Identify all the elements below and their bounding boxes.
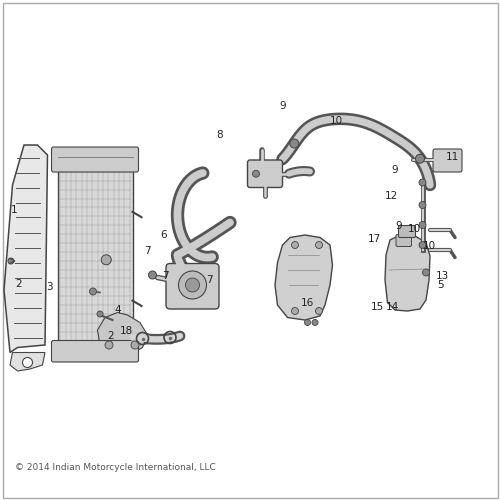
Text: 9: 9: [279, 101, 286, 111]
Text: 9: 9: [392, 165, 398, 175]
Text: 17: 17: [368, 234, 380, 244]
Text: 15: 15: [371, 302, 384, 312]
Circle shape: [422, 269, 430, 276]
Polygon shape: [275, 235, 332, 320]
Text: 10: 10: [330, 116, 342, 126]
FancyBboxPatch shape: [58, 168, 132, 345]
Circle shape: [312, 320, 318, 326]
Text: © 2014 Indian Motorcycle International, LLC: © 2014 Indian Motorcycle International, …: [15, 464, 216, 472]
Circle shape: [292, 242, 298, 248]
Text: 18: 18: [120, 326, 132, 336]
Text: 7: 7: [144, 246, 151, 256]
Text: 8: 8: [216, 130, 224, 140]
FancyBboxPatch shape: [52, 147, 139, 172]
Circle shape: [97, 311, 103, 317]
Circle shape: [316, 308, 322, 314]
Circle shape: [105, 341, 113, 349]
Circle shape: [419, 242, 426, 248]
Circle shape: [8, 258, 14, 264]
Text: 10: 10: [422, 241, 436, 251]
FancyBboxPatch shape: [248, 160, 282, 188]
Polygon shape: [4, 145, 48, 352]
Circle shape: [419, 202, 426, 208]
Circle shape: [252, 170, 260, 177]
Text: 6: 6: [160, 230, 167, 240]
FancyBboxPatch shape: [166, 264, 219, 309]
Text: 13: 13: [436, 271, 449, 281]
Text: 9: 9: [396, 221, 402, 231]
FancyBboxPatch shape: [52, 340, 139, 362]
Circle shape: [419, 222, 426, 228]
Circle shape: [304, 320, 310, 326]
Circle shape: [102, 255, 112, 265]
Text: 14: 14: [386, 302, 399, 312]
Text: 2: 2: [16, 279, 22, 289]
Polygon shape: [10, 352, 45, 371]
FancyBboxPatch shape: [433, 149, 462, 172]
Circle shape: [148, 271, 156, 279]
Circle shape: [419, 179, 426, 186]
Circle shape: [316, 242, 322, 248]
Text: 11: 11: [446, 152, 459, 162]
Circle shape: [22, 358, 32, 368]
Text: 1: 1: [10, 205, 18, 215]
Circle shape: [186, 278, 200, 292]
Text: 16: 16: [301, 298, 314, 308]
Text: 4: 4: [114, 305, 121, 315]
Text: 7: 7: [206, 275, 212, 285]
Text: 12: 12: [384, 191, 398, 201]
FancyBboxPatch shape: [398, 226, 415, 237]
Text: 10: 10: [408, 224, 420, 234]
Circle shape: [292, 308, 298, 314]
Text: 7: 7: [162, 271, 168, 281]
Text: 3: 3: [46, 282, 52, 292]
Circle shape: [290, 139, 299, 148]
Text: 2: 2: [108, 331, 114, 341]
Text: 5: 5: [438, 280, 444, 290]
Circle shape: [90, 288, 96, 295]
Circle shape: [178, 271, 206, 299]
Circle shape: [416, 154, 424, 163]
Polygon shape: [385, 235, 430, 311]
FancyBboxPatch shape: [396, 234, 411, 246]
Polygon shape: [98, 312, 148, 355]
Circle shape: [131, 341, 139, 349]
